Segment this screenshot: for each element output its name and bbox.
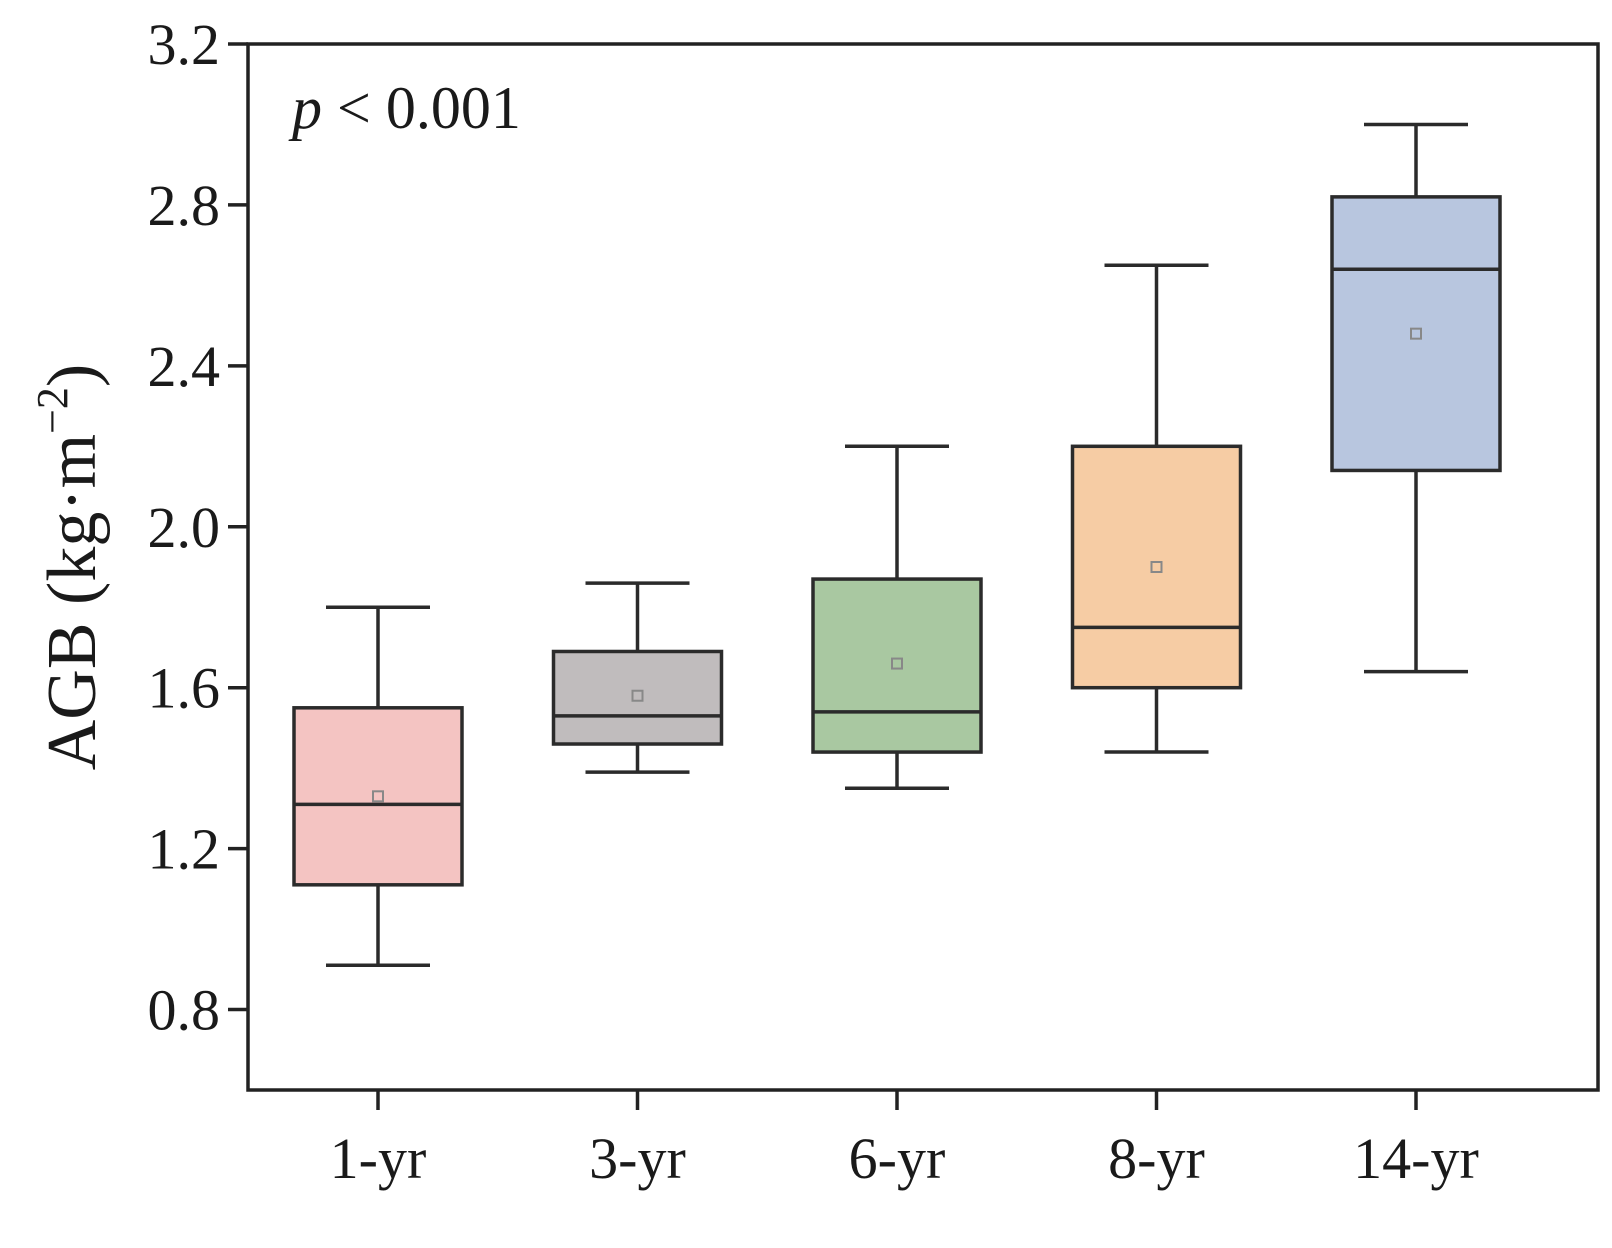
- y-tick-label: 1.2: [148, 817, 221, 882]
- box-1-yr: [292, 605, 464, 968]
- x-tick-label: 8-yr: [1108, 1126, 1205, 1191]
- x-tick-label: 6-yr: [849, 1126, 946, 1191]
- y-axis: 0.8 1.2 1.6 2.0 2.4 2.8 3.2: [148, 12, 248, 1043]
- mean-marker: [631, 689, 644, 702]
- box-series: [292, 122, 1502, 968]
- box-14-yr: [1330, 122, 1502, 674]
- mean-marker: [1150, 561, 1163, 573]
- y-axis-label-exponent: −2: [28, 387, 77, 434]
- x-tick-label: 14-yr: [1353, 1126, 1479, 1191]
- x-tick-label: 3-yr: [589, 1126, 686, 1191]
- y-tick-label: 0.8: [148, 978, 221, 1043]
- mean-marker: [1410, 327, 1422, 340]
- y-tick-label: 2.8: [148, 173, 221, 238]
- y-axis-label-base: AGB (kg·m: [34, 434, 111, 770]
- iqr-box: [1070, 444, 1243, 690]
- iqr-box: [1330, 195, 1502, 473]
- mean-marker: [891, 657, 903, 670]
- p-symbol: p: [288, 75, 322, 141]
- mean-marker: [372, 790, 384, 803]
- plot-frame: [246, 42, 1600, 1092]
- y-tick-label: 1.6: [148, 656, 221, 721]
- iqr-box: [551, 649, 724, 746]
- p-value-annotation: p < 0.001: [288, 75, 521, 141]
- y-tick-label: 2.0: [148, 495, 221, 560]
- box-6-yr: [811, 444, 983, 791]
- box-3-yr: [551, 581, 724, 774]
- iqr-box: [811, 577, 983, 754]
- p-value-text: < 0.001: [322, 75, 521, 141]
- y-axis-label-close: ): [34, 364, 111, 387]
- box-8-yr: [1070, 263, 1243, 754]
- y-axis-label: AGB (kg·m−2): [28, 364, 111, 771]
- y-tick-label: 2.4: [148, 334, 221, 399]
- iqr-box: [292, 706, 464, 887]
- y-tick-label: 3.2: [148, 12, 221, 77]
- x-tick-label: 1-yr: [330, 1126, 427, 1191]
- x-axis: 1-yr 3-yr 6-yr 8-yr 14-yr: [330, 1090, 1479, 1191]
